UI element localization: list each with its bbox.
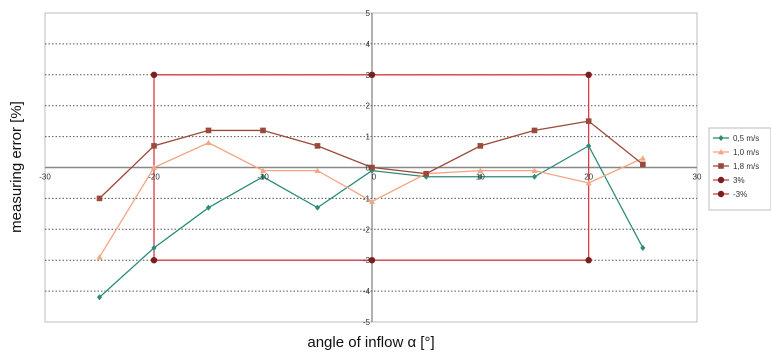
data-point [368, 257, 376, 264]
y-tick-label: -2 [363, 225, 371, 234]
data-point [585, 71, 592, 79]
y-tick-label: 0 [366, 164, 371, 173]
data-point [205, 204, 212, 211]
data-point [260, 173, 266, 180]
data-point [205, 139, 212, 146]
y-tick-label: 1 [366, 133, 371, 142]
y-tick-label: 2 [366, 102, 371, 111]
data-series [96, 71, 646, 301]
x-tick-label: 10 [476, 173, 485, 182]
x-tick-label: 30 [693, 173, 702, 182]
y-tick-label: -3 [363, 256, 371, 265]
data-point [96, 294, 103, 301]
legend-label: 1,0 m/s [733, 148, 759, 157]
x-tick-label: -10 [257, 173, 269, 182]
legend-label: 3% [733, 176, 745, 185]
data-point [150, 71, 158, 79]
data-point [314, 204, 321, 211]
x-tick-label: -20 [148, 173, 160, 182]
data-point [368, 71, 376, 79]
y-tick-label: 3 [366, 71, 371, 80]
data-point [260, 127, 266, 134]
y-tick-label: 4 [366, 40, 371, 49]
x-tick-label: -30 [39, 173, 51, 182]
data-point [96, 195, 103, 202]
data-point [151, 143, 157, 149]
data-point [477, 167, 484, 173]
legend-marker [718, 135, 724, 141]
data-point [531, 127, 538, 134]
data-point [150, 257, 158, 264]
legend: 0,5 m/s 1,0 m/s 1,8 m/s 3% -3% [708, 127, 771, 211]
data-point [260, 167, 266, 173]
y-axis-title: measuring error [%] [8, 101, 25, 233]
data-point [585, 257, 592, 264]
data-point [640, 244, 646, 251]
data-point [585, 118, 592, 124]
legend-label: 0,5 m/s [733, 134, 759, 143]
y-tick-label: -1 [363, 194, 371, 203]
legend-marker [718, 163, 724, 169]
data-point [96, 254, 103, 260]
legend-label: -3% [733, 190, 747, 199]
data-point [369, 164, 375, 171]
data-point [205, 127, 212, 134]
data-point [151, 164, 157, 170]
legend-marker [718, 149, 724, 155]
legend-marker [717, 190, 725, 198]
data-point [531, 173, 538, 180]
data-point [151, 244, 157, 251]
data-point [477, 143, 484, 149]
data-point [369, 198, 375, 204]
y-tick-label: -4 [363, 287, 371, 296]
data-point [314, 143, 321, 149]
data-point [314, 167, 321, 173]
data-point [639, 155, 646, 161]
x-tick-label: 0 [372, 173, 377, 182]
x-axis-title: angle of inflow α [°] [307, 334, 434, 351]
x-tick-label: 20 [584, 173, 593, 182]
data-point [640, 161, 646, 168]
y-tick-label: -5 [363, 318, 371, 327]
data-point [586, 142, 592, 149]
legend-label: 1,8 m/s [733, 162, 759, 171]
data-point [423, 170, 429, 177]
y-tick-label: 5 [366, 9, 371, 18]
data-point [531, 167, 538, 173]
data-point [585, 179, 592, 186]
legend-marker [717, 176, 725, 184]
data-point [477, 173, 483, 180]
